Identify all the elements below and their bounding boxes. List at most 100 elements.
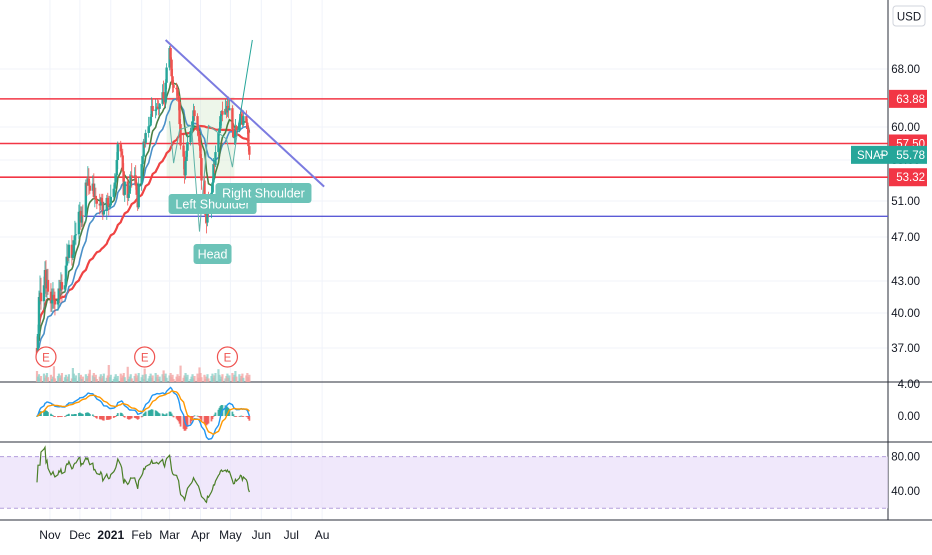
macd-histogram-bar	[80, 413, 83, 416]
currency-box[interactable]	[892, 5, 926, 27]
currency-button[interactable]: USD	[892, 5, 926, 27]
time-tick-label: Apr	[191, 528, 210, 542]
candle	[81, 204, 85, 228]
candle-body	[212, 164, 215, 183]
volume-bar	[129, 374, 132, 382]
candle-body	[60, 282, 64, 290]
earnings-marker[interactable]: E	[134, 346, 156, 368]
candle-body	[80, 215, 84, 223]
rsi-line	[36, 445, 250, 504]
macd-histogram-bar	[164, 414, 167, 416]
macd-histogram-bar	[206, 416, 209, 425]
candle-body	[238, 122, 241, 131]
earnings-circle[interactable]	[134, 346, 156, 368]
macd-histogram-bar	[196, 415, 199, 417]
candle-body	[81, 215, 85, 217]
candle-body	[113, 182, 116, 189]
macd-histogram-bar	[149, 409, 152, 416]
candle-body	[228, 108, 231, 111]
macd-histogram-bar	[192, 416, 195, 417]
candle-body	[196, 116, 199, 131]
candle-body	[148, 125, 151, 127]
candle-body	[70, 244, 74, 258]
ticker-price-tag: SNAP 55.78	[851, 145, 927, 164]
earnings-circle[interactable]	[216, 346, 239, 368]
candle-body	[178, 101, 181, 125]
candle	[77, 204, 81, 240]
macd-histogram-bar	[245, 416, 248, 417]
macd-histogram-bar	[61, 416, 63, 417]
macd-histogram-bar	[100, 416, 103, 420]
macd-histogram-bar	[130, 416, 133, 419]
price-tick-label: 47.00	[891, 232, 920, 244]
candle-body	[84, 182, 88, 217]
macd-histogram-bar	[211, 416, 214, 420]
macd-histogram-bar	[210, 416, 213, 422]
candle	[186, 134, 189, 157]
macd-histogram-bar	[51, 414, 53, 416]
volume-bar	[186, 374, 189, 382]
candle-body	[102, 210, 105, 215]
candle	[179, 119, 182, 150]
time-tick-label: Mar	[159, 528, 180, 542]
macd-histogram-bar	[170, 413, 173, 416]
macd-histogram-bar	[74, 414, 77, 416]
candle-body	[227, 105, 230, 111]
macd-histogram-bar	[177, 416, 180, 422]
macd-histogram-bar	[108, 416, 111, 420]
macd-histogram-bar	[176, 416, 179, 421]
candle-body	[242, 116, 245, 125]
volume-bar	[109, 374, 112, 382]
macd-histogram-bar	[58, 416, 60, 417]
candle-body	[248, 146, 251, 155]
candle	[221, 101, 224, 122]
candle-body	[191, 121, 194, 128]
candle-body	[128, 185, 131, 194]
macd-histogram-bar	[151, 409, 154, 416]
macd-histogram-bar	[133, 416, 136, 418]
macd-histogram-bar	[54, 416, 56, 417]
macd-histogram-bar	[233, 415, 236, 417]
candle	[39, 277, 43, 310]
time-tick-label: Au	[315, 528, 330, 542]
macd-histogram-bar	[219, 406, 222, 416]
earnings-circle[interactable]	[35, 346, 57, 368]
macd-histogram-bar	[98, 416, 101, 420]
candle	[235, 124, 238, 135]
candle	[217, 130, 220, 157]
descending-trendline	[164, 39, 325, 188]
volume-bar	[37, 374, 41, 382]
candle-body	[74, 234, 78, 236]
macd-histogram-bar	[148, 410, 151, 416]
candle-body	[94, 195, 98, 200]
macd-histogram-bar	[205, 416, 208, 426]
candle-body	[186, 142, 189, 151]
candle	[80, 206, 84, 228]
macd-histogram-bar	[122, 416, 125, 417]
candle-body	[56, 299, 60, 305]
earnings-letter: E	[141, 353, 149, 365]
macd-histogram-bar	[246, 416, 249, 418]
macd-histogram-bar	[235, 416, 238, 417]
volume-bar	[39, 376, 43, 382]
candle	[130, 163, 133, 188]
candle	[227, 96, 230, 119]
candle-body	[57, 288, 61, 300]
candle-body	[182, 145, 185, 157]
annotation-box	[215, 183, 312, 203]
candle-body	[72, 240, 76, 255]
candle-body	[140, 164, 143, 184]
earnings-marker[interactable]: E	[35, 346, 57, 368]
candle-body	[231, 108, 234, 129]
candle-body	[149, 116, 152, 126]
macd-histogram-bar	[134, 416, 137, 419]
candle-body	[64, 265, 68, 286]
candle-body	[87, 178, 91, 186]
volume-bar	[200, 377, 203, 382]
volume-bar	[94, 374, 97, 382]
candle	[46, 268, 50, 295]
time-tick-label: 2021	[97, 528, 124, 542]
earnings-marker[interactable]: E	[216, 346, 239, 368]
macd-histogram-bar	[65, 415, 67, 417]
